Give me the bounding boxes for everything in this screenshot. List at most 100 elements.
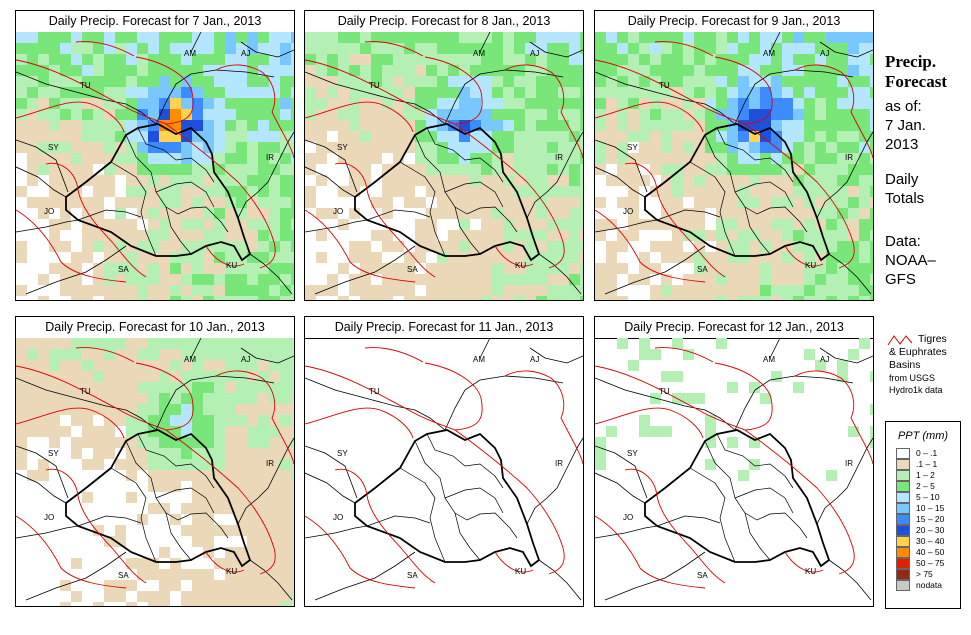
precip-cell [170, 349, 181, 360]
precip-cell [327, 87, 338, 98]
precip-cell [71, 296, 82, 300]
precip-cell [749, 437, 760, 448]
precip-cell [214, 197, 225, 208]
precip-cell [316, 109, 327, 120]
precip-cell [236, 569, 247, 580]
precip-cell [481, 197, 492, 208]
precip-cell [203, 404, 214, 415]
precip-cell [815, 263, 826, 274]
precip-cell [448, 252, 459, 263]
precip-cell [683, 175, 694, 186]
precip-cell [415, 274, 426, 285]
precip-cell [705, 426, 716, 437]
precip-cell [291, 131, 294, 142]
precip-cell [349, 131, 360, 142]
precip-cell [93, 371, 104, 382]
basin-boundary [16, 362, 194, 431]
precip-cell [558, 175, 569, 186]
precip-cell [225, 120, 236, 131]
precip-cell [137, 153, 148, 164]
precip-cell [826, 76, 837, 87]
precip-cell [236, 109, 247, 120]
country-border [595, 377, 736, 431]
precip-cell [258, 371, 269, 382]
precip-cell [82, 142, 93, 153]
precip-cell [580, 120, 583, 131]
precip-cell [804, 142, 815, 153]
precip-cell [426, 54, 437, 65]
country-label: KU [515, 261, 526, 270]
precip-cell [661, 208, 672, 219]
precip-cell [525, 54, 536, 65]
precip-cell [738, 164, 749, 175]
precip-cell [170, 514, 181, 525]
precip-cell [71, 131, 82, 142]
precip-cell [305, 197, 316, 208]
precip-cell [672, 371, 683, 382]
precip-cell [672, 197, 683, 208]
precip-cell [27, 54, 38, 65]
precip-cell [316, 65, 327, 76]
precip-cell [492, 274, 503, 285]
precip-cell [305, 186, 316, 197]
precip-cell [382, 186, 393, 197]
precip-cell [569, 263, 580, 274]
precip-cell [727, 382, 738, 393]
precip-cell [514, 296, 525, 300]
precip-cell [16, 186, 27, 197]
legend-label: nodata [916, 580, 942, 590]
precip-cell [93, 54, 104, 65]
precip-cell [492, 197, 503, 208]
precip-cell [727, 219, 738, 230]
precip-cell [258, 186, 269, 197]
precip-cell [705, 175, 716, 186]
precip-cell [181, 415, 192, 426]
precip-cell [580, 32, 583, 43]
governorate-border [744, 206, 771, 255]
precip-cell [137, 591, 148, 602]
precip-cell [547, 65, 558, 76]
precip-cell [749, 219, 760, 230]
precip-cell [580, 43, 583, 54]
precip-cell [536, 296, 547, 300]
precip-cell [93, 263, 104, 274]
precip-cell [492, 285, 503, 296]
precip-cell [760, 65, 771, 76]
precip-cell [349, 54, 360, 65]
governorate-border [366, 209, 431, 221]
legend-swatch [896, 569, 910, 580]
precip-cell [269, 153, 280, 164]
precip-cell [104, 536, 115, 547]
precip-cell [71, 448, 82, 459]
precip-cell [606, 131, 617, 142]
precip-cell [192, 230, 203, 241]
precip-cell [694, 153, 705, 164]
country-label: AM [763, 355, 775, 364]
precip-cell [60, 426, 71, 437]
precip-cell [327, 65, 338, 76]
precip-cell [727, 197, 738, 208]
precip-cell [782, 54, 793, 65]
precip-cell [760, 252, 771, 263]
precip-cell [49, 437, 60, 448]
precip-cell [258, 426, 269, 437]
country-border [479, 338, 491, 359]
precip-cell [192, 470, 203, 481]
precip-cell [525, 175, 536, 186]
basin-boundary [75, 41, 135, 57]
precip-cell [225, 404, 236, 415]
precip-cell [104, 415, 115, 426]
precip-cell [258, 569, 269, 580]
precip-cell [859, 109, 870, 120]
precip-cell [170, 470, 181, 481]
precip-cell [60, 285, 71, 296]
precip-cell [126, 349, 137, 360]
precip-cell [93, 349, 104, 360]
precip-cell [170, 65, 181, 76]
precip-cell [848, 76, 859, 87]
precip-cell [148, 153, 159, 164]
precip-cell [382, 175, 393, 186]
precip-cell [837, 241, 848, 252]
precip-cell [82, 393, 93, 404]
precip-cell [448, 131, 459, 142]
